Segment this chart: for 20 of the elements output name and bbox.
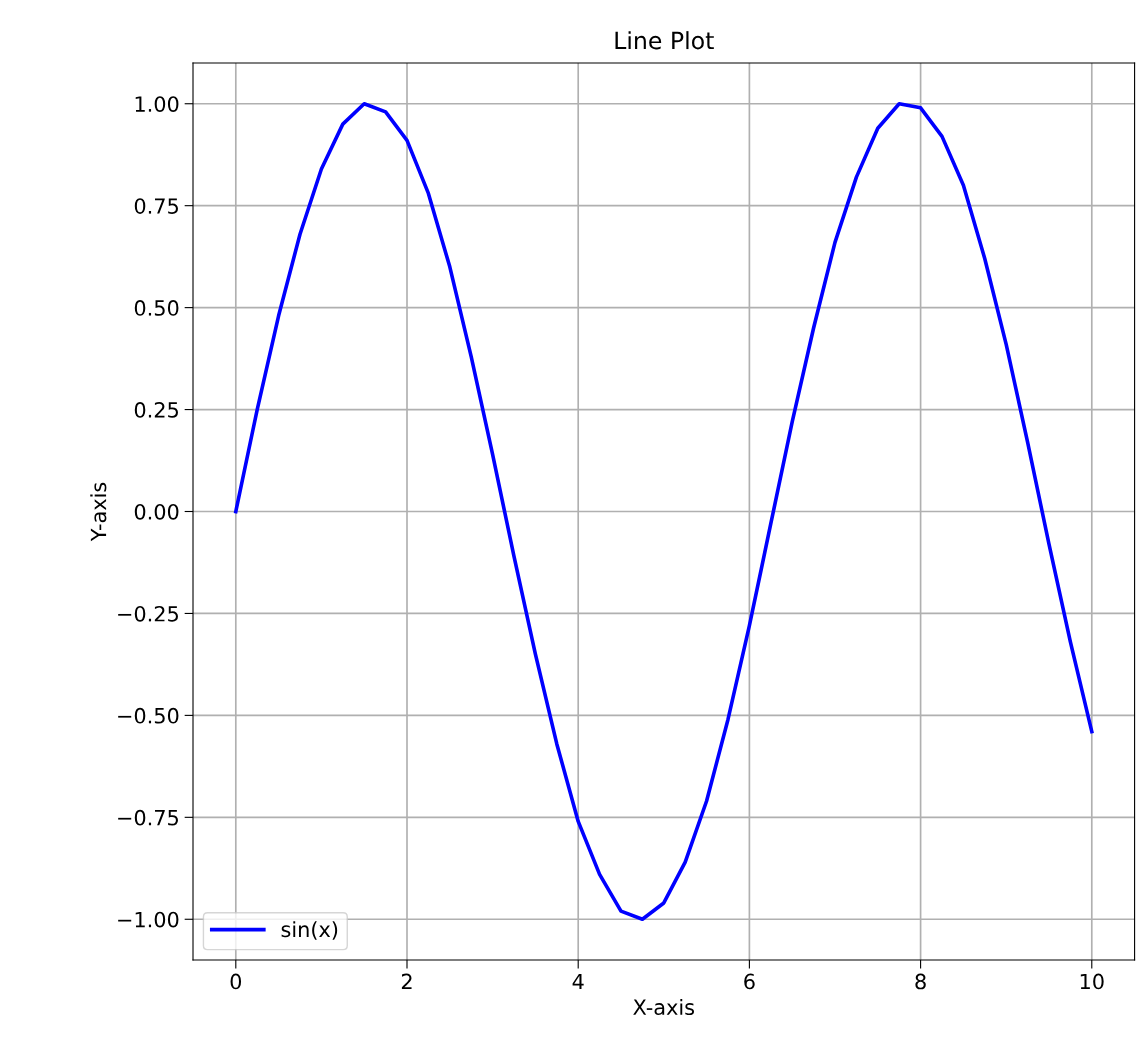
x-tick-label: 2 [401, 973, 412, 990]
x-tick-label: 8 [915, 973, 926, 990]
x-tick-label: 4 [572, 973, 584, 990]
x-tick-label: 6 [744, 973, 755, 990]
legend-label: sin(x) [281, 921, 338, 940]
y-tick-label: −0.75 [118, 809, 178, 826]
line-series [233, 101, 1094, 922]
y-tick-label: −0.50 [118, 707, 179, 724]
y-tick-label: −1.00 [118, 911, 179, 928]
x-tick-label: 10 [1080, 973, 1104, 990]
y-tick-label: 0.25 [134, 402, 178, 418]
x-tick-label: 0 [230, 973, 242, 990]
y-tick-label: 0.75 [134, 198, 178, 214]
y-axis-title: Y-axis [90, 482, 107, 542]
y-tick-label: −0.25 [118, 605, 178, 622]
y-tick-label: 0.00 [134, 503, 179, 520]
chart-title: Line Plot [615, 31, 714, 50]
y-tick-label: 0.50 [134, 300, 179, 316]
y-tick-label: 1.00 [135, 96, 179, 112]
x-axis-title: X-axis [633, 998, 695, 1016]
